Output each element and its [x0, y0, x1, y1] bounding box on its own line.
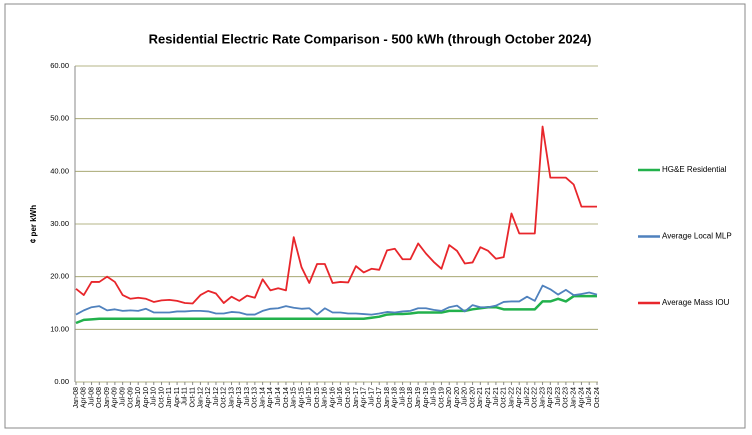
x-tick-label: Jan-21	[477, 387, 484, 409]
x-tick-label: Jul-10	[151, 387, 158, 406]
x-tick-label: Jan-14	[259, 387, 266, 409]
x-tick-label: Jul-08	[88, 387, 95, 406]
x-tick-label: Oct-08	[96, 387, 103, 408]
series-line	[75, 294, 597, 325]
x-tick-label: Jan-11	[166, 387, 173, 408]
y-tick-label: 60.00	[50, 61, 69, 70]
x-tick-label: Oct-17	[376, 387, 383, 408]
y-axis-label: ¢ per kWh	[29, 205, 38, 243]
x-tick-label: Oct-12	[221, 387, 228, 408]
x-tick-label: Jan-15	[291, 387, 298, 409]
x-tick-label: Jul-17	[368, 387, 375, 406]
x-tick-label: Oct-22	[532, 387, 539, 408]
y-tick-label: 40.00	[50, 166, 69, 175]
x-tick-label: Apr-08	[81, 387, 88, 408]
x-tick-label: Oct-19	[438, 387, 445, 408]
x-tick-label: Jan-13	[228, 387, 235, 409]
x-tick-label: Oct-14	[283, 387, 290, 408]
x-tick-label: Jul-19	[431, 387, 438, 406]
x-tick-label: Jul-18	[399, 387, 406, 406]
x-tick-label: Jan-20	[446, 387, 453, 409]
x-tick-label: Oct-21	[501, 387, 508, 408]
x-tick-label: Apr-24	[578, 387, 585, 408]
legend-label: HG&E Residential	[662, 165, 727, 174]
x-tick-label: Apr-16	[329, 387, 336, 408]
x-tick-label: Jul-12	[213, 387, 220, 406]
x-tick-label: Oct-24	[594, 387, 601, 408]
chart-frame	[4, 3, 746, 429]
y-tick-label: 50.00	[50, 114, 69, 123]
x-tick-label: Oct-23	[563, 387, 570, 408]
x-tick-label: Jul-11	[182, 387, 189, 406]
series-line	[75, 125, 597, 305]
y-tick-label: 30.00	[50, 219, 69, 228]
x-tick-label: Oct-16	[345, 387, 352, 408]
x-tick-label: Apr-09	[112, 387, 119, 408]
x-tick-label: Jul-13	[244, 387, 251, 406]
x-tick-label: Jul-20	[462, 387, 469, 406]
x-tick-label: Oct-09	[127, 387, 134, 408]
x-tick-label: Jul-24	[586, 387, 593, 406]
chart-title: Residential Electric Rate Comparison - 5…	[149, 31, 592, 46]
x-tick-label: Jan-19	[415, 387, 422, 409]
x-tick-label: Oct-10	[158, 387, 165, 408]
x-tick-label: Jan-12	[197, 387, 204, 409]
legend-label: Average Mass IOU	[662, 298, 730, 307]
x-tick-label: Apr-23	[547, 387, 554, 408]
x-tick-label: Jan-16	[322, 387, 329, 409]
x-tick-label: Oct-18	[407, 387, 414, 408]
x-tick-label: Apr-11	[174, 387, 181, 408]
x-tick-label: Jan-09	[104, 387, 111, 409]
x-tick-label: Oct-11	[189, 387, 196, 408]
x-tick-label: Apr-10	[143, 387, 150, 408]
x-tick-label: Jul-15	[306, 387, 313, 406]
x-tick-label: Jul-16	[337, 387, 344, 406]
x-tick-label: Apr-17	[361, 387, 368, 408]
y-tick-label: 10.00	[50, 324, 69, 333]
x-tick-label: Jul-23	[555, 387, 562, 406]
x-tick-label: Apr-15	[298, 387, 305, 408]
x-tick-label: Jan-22	[508, 387, 515, 409]
x-tick-label: Oct-20	[469, 387, 476, 408]
x-tick-label: Jan-18	[384, 387, 391, 409]
series-line	[75, 284, 598, 316]
x-tick-label: Jan-17	[353, 387, 360, 409]
x-tick-label: Apr-14	[267, 387, 274, 408]
y-tick-label: 0.00	[54, 377, 69, 386]
x-tick-label: Apr-18	[392, 387, 399, 408]
y-tick-label: 20.00	[50, 272, 69, 281]
x-tick-label: Apr-20	[454, 387, 461, 408]
x-tick-label: Oct-13	[252, 387, 259, 408]
x-tick-label: Jul-09	[120, 387, 127, 406]
x-tick-label: Apr-22	[516, 387, 523, 408]
x-tick-label: Jul-22	[524, 387, 531, 406]
x-tick-label: Apr-21	[485, 387, 492, 408]
x-tick-label: Jan-23	[539, 387, 546, 409]
x-tick-label: Oct-15	[314, 387, 321, 408]
x-tick-label: Apr-13	[236, 387, 243, 408]
x-tick-label: Jan-24	[571, 387, 578, 409]
x-tick-label: Jan-08	[73, 387, 80, 409]
x-tick-label: Jan-10	[135, 387, 142, 409]
x-tick-label: Jul-14	[275, 387, 282, 406]
x-tick-label: Apr-19	[423, 387, 430, 408]
legend-label: Average Local MLP	[662, 232, 732, 241]
x-tick-label: Apr-12	[205, 387, 212, 408]
x-tick-label: Jul-21	[493, 387, 500, 406]
